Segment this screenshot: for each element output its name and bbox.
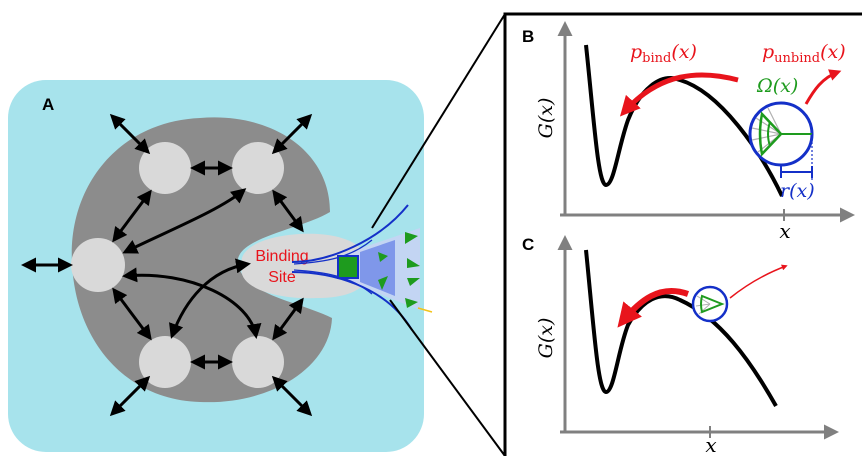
arrow-top-left-exit	[109, 113, 151, 155]
zoom-connectors	[371, 13, 506, 456]
arrow-left-tr	[122, 188, 247, 254]
binding-site-region	[241, 233, 371, 299]
funnel-upper-edge	[291, 204, 409, 263]
panel-c-sampling-sphere	[691, 285, 729, 323]
panel-b-y-label: G(x)	[535, 98, 557, 139]
radius-label: r(x)	[780, 180, 815, 202]
arrow-bottom-left-exit	[109, 375, 151, 417]
node-left	[71, 238, 125, 292]
panel-b-energy-curve	[584, 44, 784, 197]
node-bottom-left	[139, 336, 191, 388]
node-bottom-right	[232, 336, 284, 388]
node-top-right	[232, 142, 284, 194]
arrow-bl-site	[169, 258, 251, 339]
panel-b-bind-arrow	[619, 72, 739, 117]
panel-b-unbind-arrow	[804, 69, 842, 105]
panel-b-radius-bar	[780, 166, 813, 178]
arrow-top-right-exit	[271, 113, 313, 155]
panel-a-letter: A	[42, 95, 54, 114]
panel-c: C G(x) x	[522, 235, 839, 456]
funnel-inner-lower	[293, 269, 373, 295]
binding-site-label-line1: Binding	[255, 248, 308, 265]
panel-b-x-label: x	[779, 219, 790, 243]
exit-arrows	[21, 113, 313, 417]
solid-angle-markers	[378, 232, 420, 308]
panel-c-letter: C	[522, 235, 534, 254]
panel-c-bind-arrow	[617, 287, 690, 328]
zoom-line-top	[371, 13, 506, 229]
panel-b: B G(x) x pbind(x) punbind(x) Ω(x)	[522, 21, 855, 243]
funnel-mid-fill	[360, 240, 395, 296]
panel-b-letter: B	[522, 27, 534, 46]
arrow-tr-site	[272, 189, 304, 233]
p-bind-label: pbind(x)	[630, 41, 697, 66]
omega-label: Ω(x)	[756, 75, 798, 97]
arrow-br-site	[272, 297, 304, 341]
panel-a: Binding Site	[8, 80, 433, 452]
panel-b-sampling-sphere	[748, 101, 814, 167]
binding-funnel	[291, 204, 433, 331]
node-top-left	[139, 142, 191, 194]
funnel-yellow-tick	[417, 307, 433, 313]
funnel-core	[337, 255, 359, 279]
panel-c-x-label: x	[705, 433, 716, 456]
p-unbind-label: punbind(x)	[762, 41, 846, 66]
funnel-inner-upper	[293, 239, 373, 265]
binding-site-label-line2: Site	[268, 269, 296, 286]
panel-c-unbind-arrow	[729, 264, 788, 299]
panel-c-y-label: G(x)	[535, 318, 557, 359]
internal-arrows	[112, 160, 304, 370]
arrow-bottom-right-exit	[271, 375, 313, 417]
zoom-line-bottom	[389, 299, 506, 456]
